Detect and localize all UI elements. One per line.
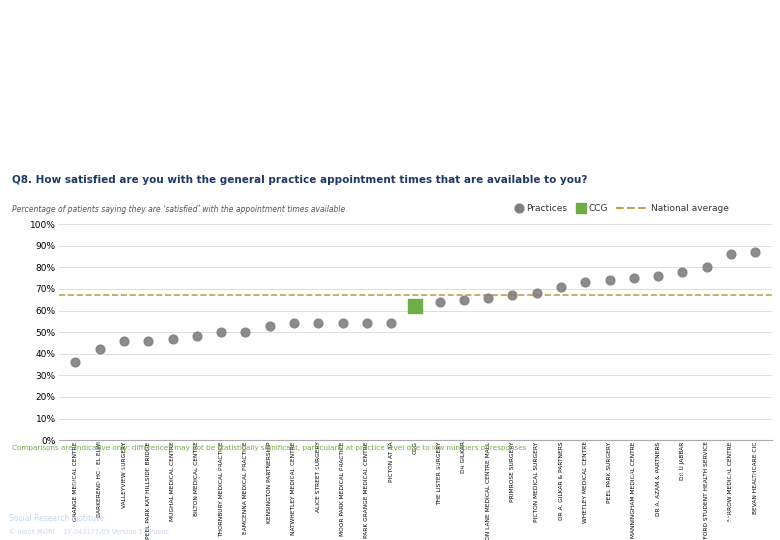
Point [603,276,615,285]
Point [579,278,591,287]
Text: ipsos: ipsos [725,513,750,522]
Text: National average: National average [651,204,729,213]
Text: %Satisfied = %Very satisfied + %Fairly satisfied: %Satisfied = %Very satisfied + %Fairly s… [601,472,769,478]
Point [676,267,689,276]
Text: Q8. How satisfied are you with the general practice appointment times that are a: Q8. How satisfied are you with the gener… [12,174,587,185]
Point [458,295,470,304]
Point [166,334,179,343]
Point [385,319,397,328]
Point [142,336,154,345]
Point [434,298,446,306]
Text: Base: All those completing a questionnaire excluding 'I'm not sure when I can ge: Base: All those completing a questionnai… [9,464,476,471]
Text: © Ipsos MORI    17-043177-09 Version 1 | Public: © Ipsos MORI 17-043177-09 Version 1 | Pu… [9,528,169,536]
Point [410,302,422,310]
Point [215,328,228,336]
Text: Satisfaction with appointment times:
how the CCG’s practices compare: Satisfaction with appointment times: how… [12,57,421,101]
Point [312,319,324,328]
Point [239,328,252,336]
Point [725,250,737,259]
Point [288,319,300,328]
Text: CCG: CCG [589,204,608,213]
Point [506,291,519,300]
Text: Percentage of patients saying they are ‘satisfied’ with the appointment times av: Percentage of patients saying they are ‘… [12,205,345,214]
Point [700,263,713,272]
Text: Practice bases range from 14 to 106: Practice bases range from 14 to 106 [9,479,136,485]
Point [69,358,82,367]
Point [530,289,543,298]
Point [652,272,665,280]
Point [264,321,276,330]
Point [94,345,106,354]
Text: Comparisons are indicative only: differences may not be statistically significan: Comparisons are indicative only: differe… [12,444,527,451]
Point [336,319,349,328]
Text: Ipsos MORI: Ipsos MORI [9,501,66,510]
Text: 40: 40 [381,511,399,524]
Point [628,274,640,282]
Text: Social Research Institute: Social Research Institute [9,514,105,523]
Point [482,293,495,302]
Point [749,248,761,256]
Point [360,319,373,328]
Point [555,282,567,291]
Point [118,336,130,345]
Point [190,332,203,341]
Text: Practices: Practices [526,204,568,213]
